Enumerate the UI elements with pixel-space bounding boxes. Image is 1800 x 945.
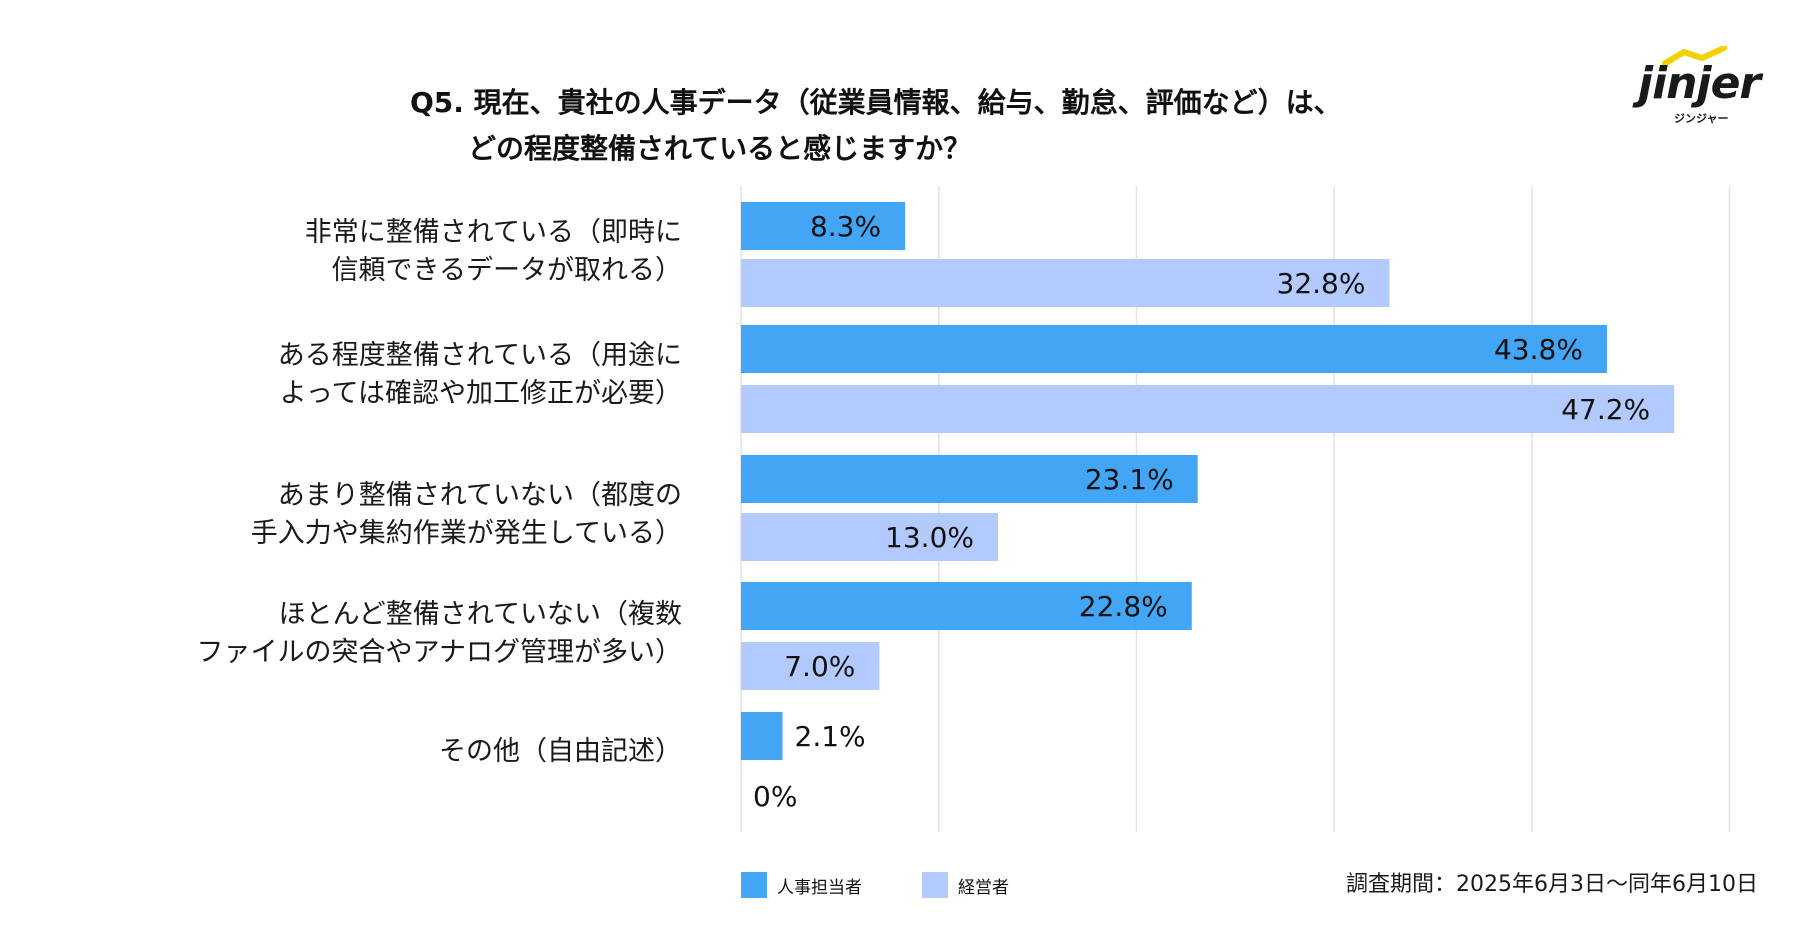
category-label-line: その他（自由記述） — [439, 736, 682, 767]
bar-exec — [741, 259, 1390, 307]
jinjer-logo: jinjer ジンジャー — [1638, 46, 1762, 126]
category-label: 非常に整備されている（即時に信頼できるデータが取れる） — [122, 214, 682, 290]
title-line-2: どの程度整備されていると感じますか？ — [468, 132, 972, 165]
legend-item-hr: 人事担当者 — [741, 872, 862, 898]
data-label-exec: 0% — [753, 780, 797, 813]
category-label-line: よっては確認や加工修正が必要） — [279, 378, 682, 409]
bar-exec — [741, 385, 1675, 433]
data-label-hr: 23.1% — [1085, 463, 1174, 496]
category-label: あまり整備されていない（都度の手入力や集約作業が発生している） — [122, 477, 682, 553]
bar-hr — [741, 582, 1192, 630]
data-label-hr: 43.8% — [1494, 333, 1583, 366]
data-label-exec: 47.2% — [1561, 393, 1650, 426]
bar-hr — [741, 455, 1198, 503]
legend-label-exec: 経営者 — [958, 877, 1009, 898]
data-label-hr: 2.1% — [795, 720, 866, 753]
category-label: その他（自由記述） — [122, 733, 682, 771]
data-label-hr: 8.3% — [810, 210, 881, 243]
data-label-exec: 32.8% — [1277, 267, 1366, 300]
legend-swatch-hr — [741, 872, 767, 898]
bar-hr — [741, 202, 906, 250]
bar-exec — [741, 513, 999, 561]
chart-title: Q5. 現在、貴社の人事データ（従業員情報、給与、勤怠、評価など）は、 どの程度… — [410, 80, 1510, 172]
logo-subtitle: ジンジャー — [1674, 112, 1729, 125]
category-label: ほとんど整備されていない（複数ファイルの突合やアナログ管理が多い） — [122, 596, 682, 672]
legend-label-hr: 人事担当者 — [777, 877, 862, 898]
bar-hr — [741, 712, 783, 760]
logo-wordmark: jinjer — [1638, 58, 1761, 109]
bar-hr — [741, 325, 1607, 373]
legend-item-exec: 経営者 — [922, 872, 1009, 898]
data-label-exec: 13.0% — [885, 521, 974, 554]
category-label-line: ファイルの突合やアナログ管理が多い） — [196, 637, 682, 668]
bar-exec — [741, 642, 880, 690]
category-label: ある程度整備されている（用途に よっては確認や加工修正が必要） — [122, 337, 682, 413]
category-label-line: ある程度整備されている（用途に — [277, 340, 682, 371]
title-line-1: Q5. 現在、貴社の人事データ（従業員情報、給与、勤怠、評価など）は、 — [410, 86, 1342, 119]
category-label-line: あまり整備されていない（都度の — [277, 480, 682, 511]
data-label-hr: 22.8% — [1079, 590, 1168, 623]
category-label-line: ほとんど整備されていない（複数 — [278, 599, 682, 630]
survey-period: 調査期間：2025年6月3日〜同年6月10日 — [1346, 872, 1758, 897]
category-label-line: 非常に整備されている（即時に — [304, 217, 682, 248]
legend-swatch-exec — [922, 872, 948, 898]
logo-roof-icon — [1662, 46, 1727, 66]
category-label-line: 信頼できるデータが取れる） — [331, 255, 682, 286]
category-label-line: 手入力や集約作業が発生している） — [250, 518, 682, 549]
data-label-exec: 7.0% — [784, 650, 855, 683]
